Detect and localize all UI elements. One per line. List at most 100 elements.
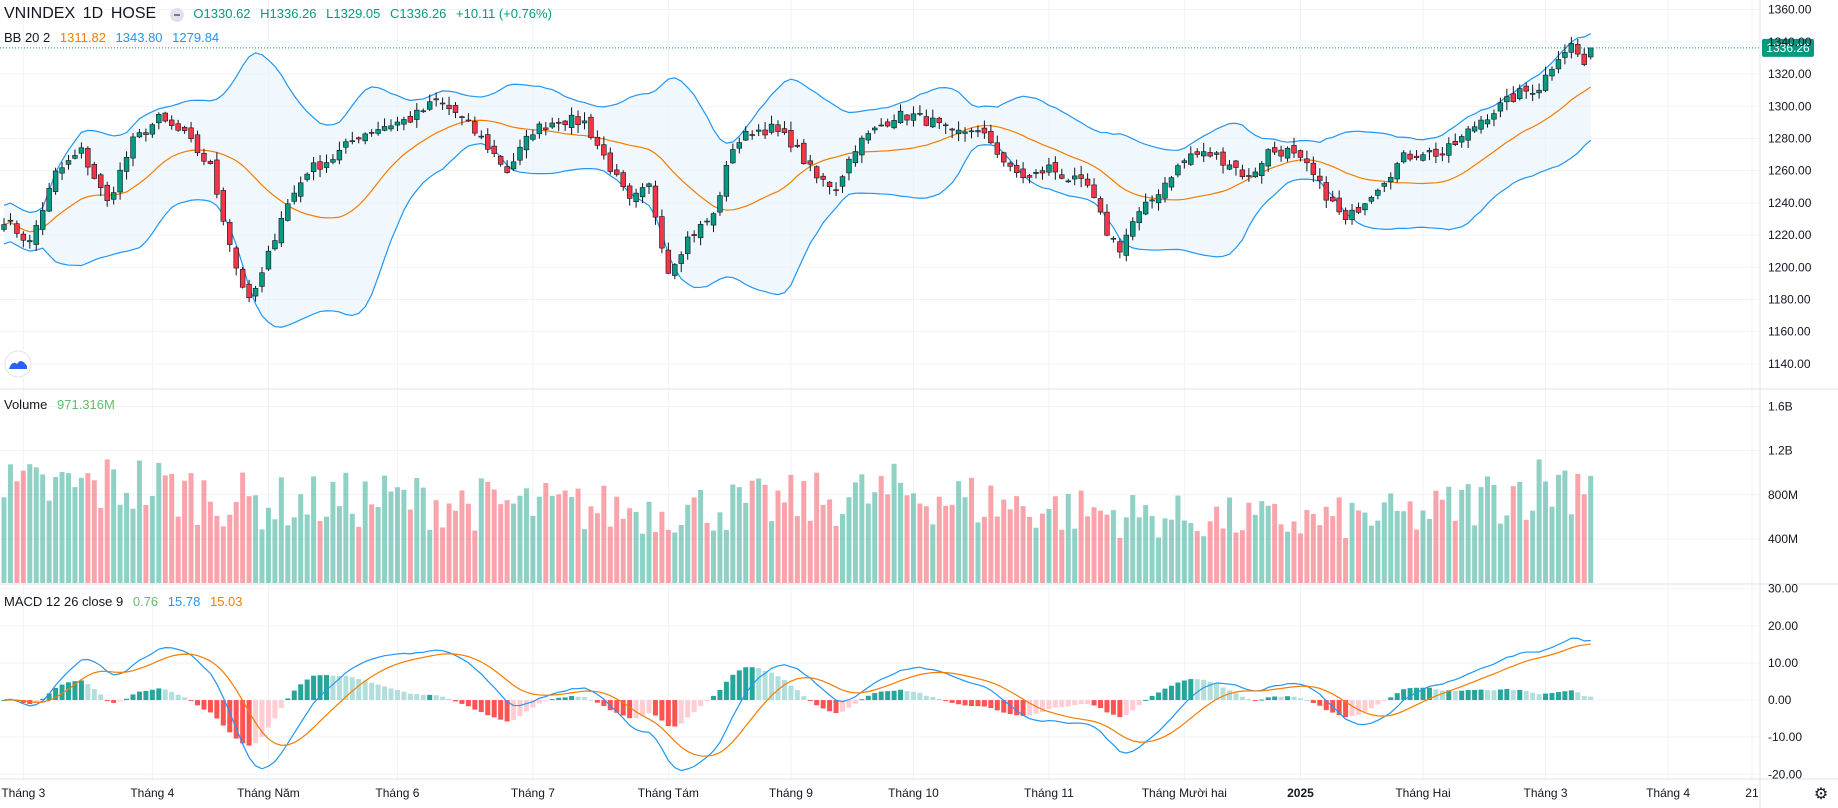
macd-hist-bar <box>207 700 213 713</box>
macd-hist-bar <box>730 674 736 701</box>
volume-bar <box>356 526 362 583</box>
macd-hist-bar <box>1504 688 1510 701</box>
candle-body <box>1252 171 1259 178</box>
volume-bar <box>711 530 716 583</box>
macd-hist-bar <box>272 700 278 719</box>
candle-body <box>859 137 865 156</box>
volume-bar <box>72 487 78 583</box>
volume-bar <box>1233 532 1239 583</box>
interval-label[interactable]: 1D <box>82 5 104 22</box>
volume-bar <box>214 515 220 583</box>
main-legend: VNINDEX 1D HOSE O1330.62 H1336.26 L1329.… <box>4 5 558 23</box>
candle-body <box>1142 201 1149 215</box>
candle-body <box>259 272 265 287</box>
macd-hist-bar <box>859 699 865 701</box>
candle-body <box>1233 160 1239 168</box>
macd-hist-bar <box>588 699 594 701</box>
volume-bar <box>923 506 929 583</box>
candle-body <box>149 124 156 135</box>
candle-body <box>1284 147 1291 159</box>
candle-body <box>407 115 414 123</box>
macd-signal-line <box>3 643 1591 757</box>
macd-hist-bar <box>833 700 839 714</box>
macd-hist-bar <box>1252 700 1258 702</box>
volume-bar <box>975 522 981 583</box>
volume-bar <box>523 488 529 583</box>
volume-bar <box>304 514 310 583</box>
volume-bar <box>659 511 665 583</box>
volume-bar <box>1394 510 1400 583</box>
macd-hist-bar <box>182 697 188 701</box>
macd-hist-bar <box>388 688 394 701</box>
macd-legend[interactable]: MACD 12 26 close 9 0.76 15.78 15.03 <box>4 594 249 609</box>
macd-hist-bar <box>130 694 136 701</box>
last-price-tag <box>1762 38 1814 57</box>
volume-bar <box>1201 536 1207 583</box>
candle-body <box>723 164 730 197</box>
candle-body <box>46 188 52 212</box>
candle-body <box>801 142 807 165</box>
volume-bar <box>1581 494 1587 583</box>
candle-body <box>1575 44 1581 55</box>
macd-hist-bar <box>1265 697 1271 701</box>
macd-hist-bar <box>523 700 529 712</box>
macd-hist-bar <box>1227 690 1232 701</box>
volume-bar <box>1246 502 1252 583</box>
volume-bar <box>575 488 581 583</box>
candle-body <box>91 163 98 179</box>
volume-bar <box>1459 489 1465 583</box>
macd-hist-bar <box>562 697 568 701</box>
candle-body <box>872 127 878 131</box>
volume-bar <box>511 503 517 583</box>
bb-legend[interactable]: BB 20 2 1311.82 1343.80 1279.84 <box>4 30 225 45</box>
volume-bar <box>949 504 955 583</box>
macd-hist-bar <box>1588 696 1594 701</box>
volume-legend[interactable]: Volume 971.316M <box>4 397 121 412</box>
volume-bar <box>1188 523 1194 583</box>
macd-hist-bar <box>1581 696 1587 701</box>
symbol-name[interactable]: VNINDEX <box>4 5 76 22</box>
candle-body <box>291 192 297 202</box>
settings-gear-icon[interactable]: ⚙ <box>1813 786 1829 803</box>
time-tick-label: Tháng Tám <box>638 786 699 800</box>
candle-body <box>1529 93 1536 95</box>
candle-body <box>156 114 162 124</box>
candle-body <box>375 129 381 134</box>
candle-body <box>1355 206 1362 213</box>
volume-bar <box>556 494 562 583</box>
macd-hist-bar <box>685 700 691 718</box>
volume-bar <box>472 530 478 583</box>
volume-bar <box>7 464 13 583</box>
volume-bar <box>569 496 575 583</box>
collapse-minus-icon[interactable] <box>169 7 184 22</box>
candle-body <box>1426 150 1433 153</box>
volume-bar <box>627 508 633 583</box>
macd-hist-bar <box>840 700 845 712</box>
candle-body <box>626 185 633 199</box>
macd-hist-bar <box>298 684 304 701</box>
macd-hist-bar <box>124 698 130 701</box>
candle-body <box>362 133 368 142</box>
volume-bar <box>904 495 910 583</box>
volume-bar <box>517 495 523 583</box>
macd-hist-bar <box>91 689 97 701</box>
macd-hist-bar <box>85 684 91 701</box>
macd-hist-bar <box>59 684 65 701</box>
volume-bar <box>201 480 207 583</box>
macd-hist-bar <box>917 692 923 701</box>
macd-hist-bar <box>711 695 716 701</box>
candle-body <box>968 130 975 133</box>
macd-hist-bar <box>885 691 891 701</box>
volume-bar <box>311 476 317 583</box>
volume-bar <box>233 501 239 583</box>
volume-tick-label: 800M <box>1768 488 1798 502</box>
macd-hist-bar <box>156 688 162 701</box>
time-tick-label: Tháng Mười hai <box>1142 786 1227 800</box>
volume-bar <box>582 529 587 583</box>
volume-bar <box>1291 521 1297 583</box>
volume-bar <box>1530 510 1536 583</box>
macd-hist-bar <box>1027 700 1033 716</box>
candle-body <box>1246 175 1252 177</box>
candle-body <box>639 187 646 198</box>
